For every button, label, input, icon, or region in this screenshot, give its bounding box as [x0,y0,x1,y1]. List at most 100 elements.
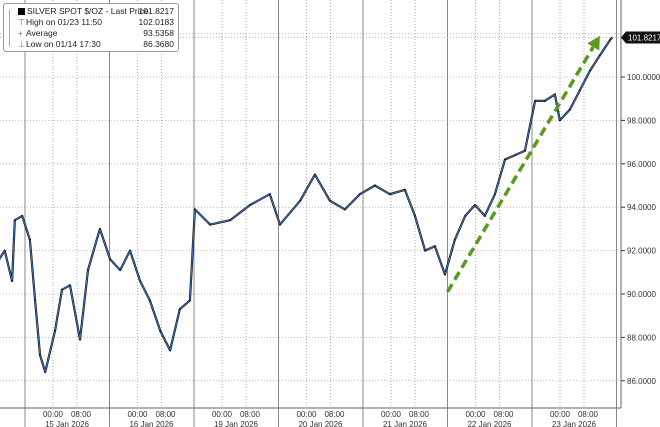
data-point [359,193,361,195]
price-line-highlight [0,37,613,373]
x-tick-label: 08:00 [240,410,261,419]
data-point [389,193,391,195]
x-tick-label: 00:00 [127,410,148,419]
average-marker-icon: + [18,28,23,38]
data-point [3,249,6,252]
x-tick-label: 00:00 [381,410,402,419]
legend-value: 93.5358 [143,28,174,38]
data-point [524,149,526,152]
x-day-label: 21 Jan 2026 [383,420,428,427]
data-point [29,238,31,241]
data-point [329,199,331,202]
data-point [269,193,271,195]
x-day-label: 22 Jan 2026 [467,420,512,427]
data-point [494,193,496,195]
y-tick-label: 98.0000 [627,116,656,125]
data-point [424,249,426,252]
x-tick-label: 00:00 [43,410,64,419]
y-tick-label: 92.0000 [627,247,656,256]
data-point [404,189,406,191]
y-tick-label: 100.0000 [627,73,660,82]
data-point [514,154,516,156]
low-marker-icon: ⊥ [18,39,26,49]
data-point [169,349,171,352]
data-point [504,158,506,161]
x-day-label: 20 Jan 2026 [298,420,343,427]
data-point [189,299,191,302]
data-point [374,184,376,187]
data-point [344,208,346,211]
data-point [69,284,71,287]
data-point [139,280,141,282]
data-point [119,269,122,271]
y-tick-label: 86.0000 [627,377,656,386]
legend-entry-low: ⊥Low on 01/14 17:30 86.3680 [18,39,174,50]
data-point [44,371,46,373]
legend-value: 101.8217 [138,6,174,16]
y-tick-label: 90.0000 [627,290,656,299]
data-point [11,280,13,282]
y-tick-label: 94.0000 [627,203,656,212]
legend-tree-line [9,10,15,46]
data-point [249,204,251,206]
legend-label: High on 01/23 11:50 [26,17,102,27]
data-point [464,215,467,217]
data-point [87,269,89,271]
data-point [61,288,63,291]
data-point [14,219,16,222]
legend-label: Low on 01/14 17:30 [26,39,101,49]
x-tick-label: 00:00 [296,410,317,419]
data-point [454,238,456,241]
data-point [99,228,101,230]
data-point [229,219,231,222]
last-price-tag [621,31,660,44]
y-tick-label: 88.0000 [627,333,656,342]
data-point [109,258,111,261]
x-tick-label: 08:00 [493,410,514,419]
data-point [474,204,476,206]
data-point [599,54,601,57]
x-tick-label: 08:00 [324,410,345,419]
data-point [414,215,416,217]
data-point [544,100,546,102]
data-point [159,330,162,332]
data-point [314,173,316,176]
legend-entry-high: ⊤High on 01/23 11:50 102.0183 [18,17,174,28]
data-point [34,299,36,302]
data-point [54,330,56,332]
data-point [609,39,611,41]
data-point [194,208,196,211]
data-point [279,223,281,226]
x-tick-label: 08:00 [155,410,176,419]
trend-arrow-head [587,35,600,51]
data-point [129,249,131,252]
legend-entry-last-price: SILVER SPOT $/OZ - Last Price 101.8217 [18,6,174,17]
x-day-label: 16 Jan 2026 [129,420,174,427]
x-tick-label: 08:00 [409,410,430,419]
data-point [569,108,571,111]
data-point [21,215,23,217]
trend-arrow-line [445,46,595,293]
data-point [79,338,81,341]
data-point [299,199,302,202]
legend-value: 102.0183 [138,17,174,27]
x-tick-label: 00:00 [212,410,233,419]
data-point [179,308,181,310]
x-day-label: 19 Jan 2026 [214,420,259,427]
data-point [209,223,212,226]
x-tick-label: 08:00 [71,410,92,419]
data-point [534,100,536,102]
y-tick-label: 96.0000 [627,160,656,169]
x-tick-label: 08:00 [578,410,599,419]
x-day-label: 23 Jan 2026 [552,420,597,427]
legend-label: SILVER SPOT $/OZ - Last Price [27,6,149,16]
legend-value: 86.3680 [143,39,174,49]
x-tick-label: 00:00 [465,410,486,419]
data-point [554,93,556,96]
data-point [444,273,446,276]
data-point [39,353,41,356]
high-marker-icon: ⊤ [18,17,26,27]
legend-entry-average: + Average 93.5358 [18,28,174,39]
square-icon [18,8,25,15]
